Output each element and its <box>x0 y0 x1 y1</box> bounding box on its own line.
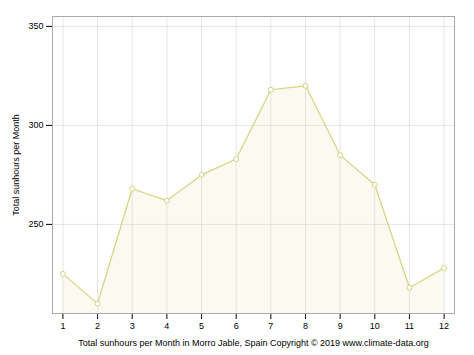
svg-text:Total sunhours per Month in Mo: Total sunhours per Month in Morro Jable,… <box>78 338 428 348</box>
svg-text:10: 10 <box>370 321 380 331</box>
svg-text:5: 5 <box>199 321 204 331</box>
svg-text:8: 8 <box>303 321 308 331</box>
svg-text:Total sunhours per Month: Total sunhours per Month <box>11 114 21 216</box>
svg-text:4: 4 <box>164 321 169 331</box>
svg-text:2: 2 <box>95 321 100 331</box>
svg-text:300: 300 <box>28 120 43 130</box>
svg-text:12: 12 <box>439 321 449 331</box>
svg-text:3: 3 <box>130 321 135 331</box>
svg-text:7: 7 <box>268 321 273 331</box>
svg-text:1: 1 <box>60 321 65 331</box>
svg-text:350: 350 <box>28 21 43 31</box>
svg-text:250: 250 <box>28 219 43 229</box>
svg-text:9: 9 <box>338 321 343 331</box>
svg-text:11: 11 <box>405 321 414 331</box>
svg-text:6: 6 <box>234 321 239 331</box>
